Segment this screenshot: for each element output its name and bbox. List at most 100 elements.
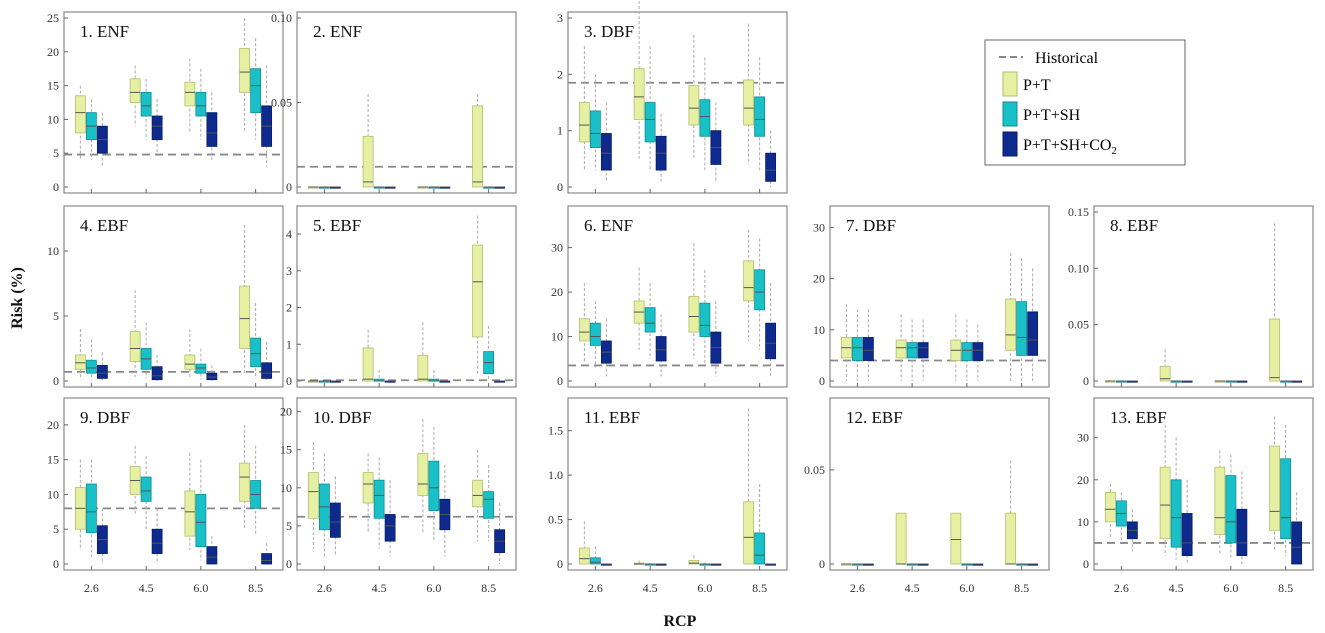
y-tick-label: 0 [286, 557, 292, 571]
y-tick-label: 1 [557, 124, 563, 138]
box [195, 363, 207, 374]
x-tick-label: 6.0 [426, 581, 441, 595]
box [699, 99, 711, 137]
box [743, 260, 755, 302]
y-tick-label: 10 [551, 330, 563, 344]
box [906, 342, 918, 359]
box [417, 354, 429, 382]
panel-title: 7. DBF [846, 216, 896, 235]
y-tick-label: 2 [557, 67, 563, 81]
box [578, 318, 590, 342]
box [895, 339, 907, 359]
y-tick-label: 0.15 [1068, 205, 1089, 219]
panel-1: 0 5 10 15 20 25 1. ENF [47, 11, 284, 194]
box [384, 514, 396, 542]
legend-historical-label: Historical [1035, 50, 1099, 67]
box [972, 342, 984, 361]
box [578, 547, 590, 565]
box [1005, 512, 1017, 565]
box [655, 336, 667, 362]
x-tick-label: 4.5 [139, 581, 154, 595]
y-tick-label: 15 [47, 79, 59, 93]
y-tick-label: 1.0 [548, 468, 563, 482]
box [765, 152, 777, 182]
legend-ptsh-swatch [1002, 101, 1018, 127]
box [129, 331, 141, 362]
y-tick-label: 0.05 [1068, 318, 1089, 332]
box [644, 307, 656, 333]
panel-frame [1093, 205, 1314, 388]
panel-frame [63, 11, 284, 194]
x-tick-label: 8.5 [481, 581, 496, 595]
box [74, 354, 86, 370]
legend-ptshco2-label: P+T+SH+CO2 [1023, 137, 1117, 157]
box [589, 110, 601, 148]
box [862, 337, 874, 361]
x-tick-label: 6.0 [1223, 581, 1238, 595]
y-tick-label: 0 [557, 374, 563, 388]
box [140, 91, 152, 117]
x-tick-label: 4.5 [643, 581, 658, 595]
panel-7: 0 10 20 30 7. DBF [813, 205, 1050, 388]
box [261, 553, 273, 565]
x-tick-label: 2.6 [1114, 581, 1129, 595]
y-tick-label: 30 [813, 220, 825, 234]
panel-3: 0 1 2 3 3. DBF [557, 1, 788, 194]
panel-title: 2. ENF [313, 22, 362, 41]
panel-title: 3. DBF [584, 22, 634, 41]
y-tick-label: 5 [53, 309, 59, 323]
box [1280, 458, 1292, 540]
box [754, 96, 766, 137]
y-tick-label: 0 [1083, 374, 1089, 388]
box [307, 472, 319, 519]
box [195, 494, 207, 548]
y-tick-label: 0.05 [271, 96, 292, 110]
box [1027, 311, 1039, 356]
box [96, 364, 108, 379]
box [250, 337, 262, 368]
y-tick-label: 2 [286, 301, 292, 315]
box [239, 285, 251, 349]
box [1269, 318, 1281, 382]
y-tick-label: 10 [47, 487, 59, 501]
box [362, 347, 374, 382]
y-tick-label: 0 [53, 374, 59, 388]
panel-9: 0 5 10 15 20 9. DBF 2.6 4.5 6.0 8.5 [47, 397, 284, 595]
legend-pt-label: P+T [1023, 77, 1051, 94]
x-tick-label: 6.0 [193, 581, 208, 595]
panel-11: 0 0.5 1.0 1.5 11. EBF 2.6 4.5 6.0 8.5 [548, 397, 788, 595]
panel-2: 0 0.05 0.10 2. ENF [271, 11, 517, 194]
box [85, 483, 97, 534]
box [239, 462, 251, 502]
y-tick-label: 10 [280, 481, 292, 495]
box [261, 362, 273, 379]
box [250, 68, 262, 114]
box [765, 322, 777, 360]
box [688, 296, 700, 333]
box [483, 491, 495, 519]
y-tick-label: 0 [819, 374, 825, 388]
y-tick-label: 25 [47, 11, 59, 25]
legend-ptshco2-text: P+T+SH+CO [1023, 137, 1111, 154]
box [1159, 365, 1171, 382]
box [74, 95, 86, 134]
x-tick-label: 2.6 [588, 581, 603, 595]
box [699, 302, 711, 337]
y-tick-label: 20 [47, 45, 59, 59]
x-tick-label: 6.0 [959, 581, 974, 595]
y-tick-label: 20 [551, 285, 563, 299]
y-tick-label: 20 [47, 418, 59, 432]
box [206, 546, 218, 565]
box [600, 133, 612, 171]
y-tick-label: 20 [280, 405, 292, 419]
box [754, 532, 766, 565]
box [151, 366, 163, 381]
box [195, 91, 207, 117]
y-tick-label: 0 [819, 557, 825, 571]
box [239, 48, 251, 93]
legend-ptsh-label: P+T+SH [1023, 107, 1081, 124]
box [362, 135, 374, 188]
box [950, 512, 962, 565]
y-tick-label: 15 [47, 453, 59, 467]
box [151, 115, 163, 141]
